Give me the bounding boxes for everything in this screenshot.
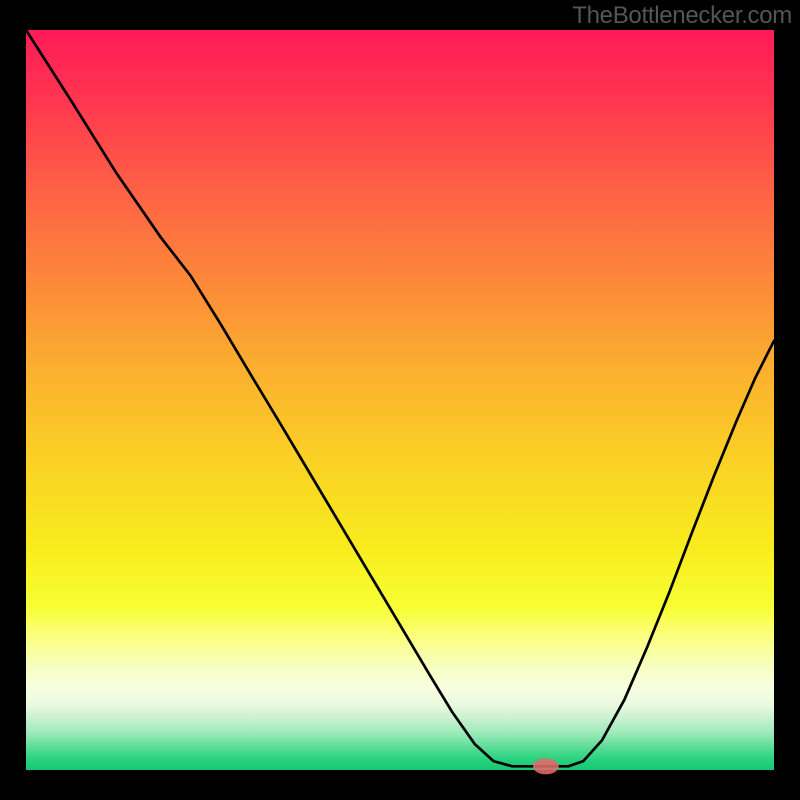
chart-container: TheBottlenecker.com xyxy=(0,0,800,800)
optimal-marker xyxy=(533,758,559,774)
watermark-text: TheBottlenecker.com xyxy=(572,2,792,30)
plot-background xyxy=(26,30,774,770)
bottleneck-chart xyxy=(0,0,800,800)
